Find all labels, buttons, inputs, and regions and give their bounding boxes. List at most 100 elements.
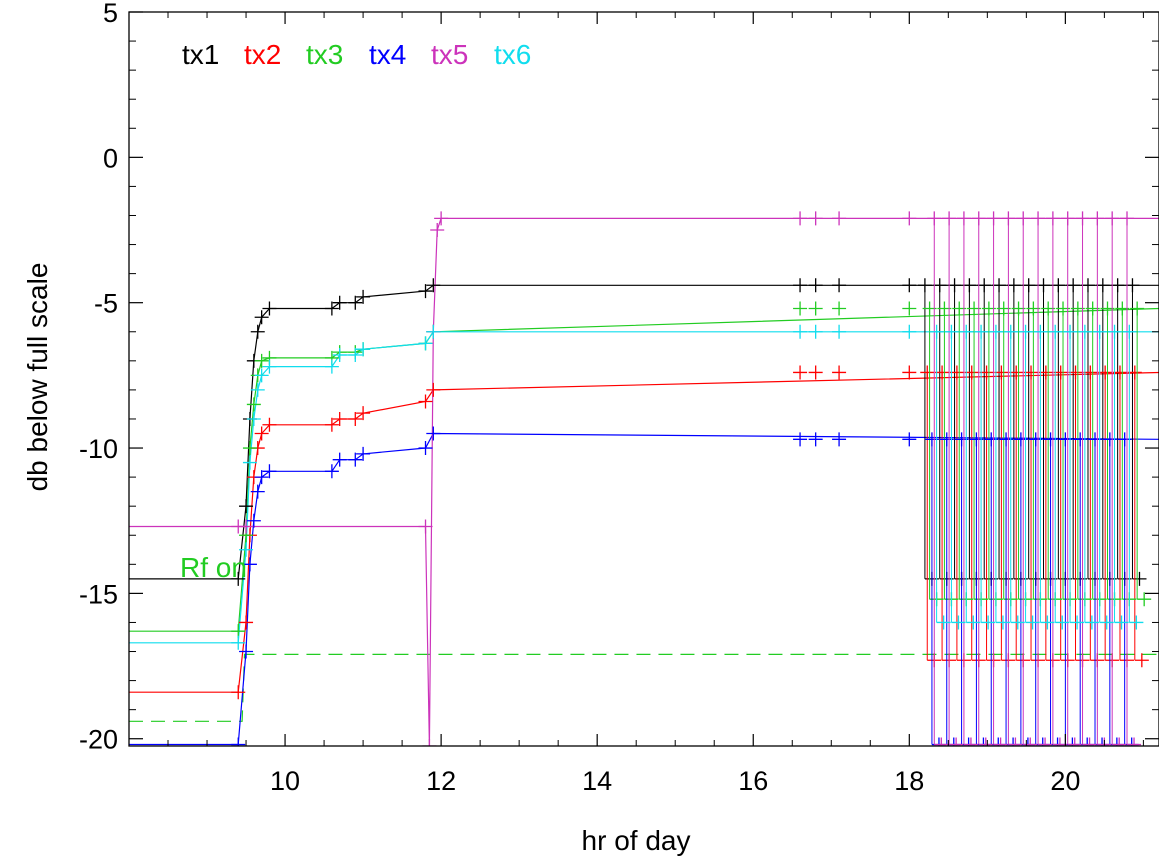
marker-tx2: [348, 411, 363, 426]
legend-entry-tx2: tx2: [244, 39, 281, 70]
marker-tx2: [262, 417, 277, 432]
cycle-marker-tx2: [1127, 365, 1142, 380]
marker-tx1: [426, 278, 441, 293]
x-tick-label: 16: [738, 766, 768, 796]
legend: tx1 tx2 tx3 tx4 tx5 tx6: [182, 39, 531, 70]
series-tx3: [129, 307, 1159, 632]
marker-tx2: [239, 615, 254, 630]
markers-tx6: [231, 324, 917, 650]
cycle-marker-tx2: [1112, 365, 1127, 380]
cycle-marker-tx5: [1090, 211, 1105, 226]
marker-tx4: [902, 432, 917, 447]
cycle-marker-tx1: [947, 278, 962, 293]
marker-tx2: [902, 365, 917, 380]
rf-on-line: [129, 653, 1159, 722]
cycle-marker-tx2: [1083, 365, 1098, 380]
marker-tx4: [808, 432, 823, 447]
cycle-marker-tx1: [962, 278, 977, 293]
cycle-marker-tx5: [942, 211, 957, 226]
cycle-marker-tx5: [1001, 211, 1016, 226]
cycle-marker-tx1: [932, 278, 947, 293]
cycle-marker-tx6: [974, 324, 989, 339]
marker-tx4: [242, 557, 257, 572]
series-tx5: [129, 217, 1159, 746]
cycle-marker-tx5: [1120, 211, 1135, 226]
cycle-marker-tx6: [1084, 615, 1099, 630]
marker-tx5: [418, 519, 433, 534]
marker-tx2: [808, 365, 823, 380]
cycle-marker-tx6: [1122, 324, 1137, 339]
marker-tx5: [793, 211, 808, 226]
cycle-marker-tx1: [1110, 278, 1125, 293]
cycle-marker-tx2: [1009, 365, 1024, 380]
cycle-marker-tx2: [1038, 365, 1053, 380]
cycle-marker-tx6: [1107, 324, 1122, 339]
marker-tx1: [262, 301, 277, 316]
cycle-marker-tx6: [959, 324, 974, 339]
marker-tx6: [793, 324, 808, 339]
series-line-tx4: [129, 432, 1159, 746]
cycle-marker-tx5: [927, 211, 942, 226]
cycle-marker-tx6: [1033, 324, 1048, 339]
series-layer: [129, 217, 1159, 746]
cycle-marker-tx5: [1038, 737, 1053, 746]
marker-tx3: [902, 301, 917, 316]
cycle-marker-tx5: [934, 737, 949, 746]
legend-entry-tx5: tx5: [431, 39, 468, 70]
legend-entry-tx4: tx4: [369, 39, 406, 70]
cycle-marker-tx5: [993, 737, 1008, 746]
cycle-marker-tx2: [935, 365, 950, 380]
cycle-marker-tx6: [1114, 615, 1129, 630]
marker-tx6: [426, 324, 441, 339]
cycle-marker-tx6: [981, 615, 996, 630]
x-tick-label: 20: [1050, 766, 1080, 796]
marker-tx3: [242, 441, 257, 456]
cycle-marker-tx6: [1092, 324, 1107, 339]
marker-tx1: [254, 310, 269, 325]
cycle-marker-tx1: [1021, 278, 1036, 293]
cycle-marker-tx2: [994, 365, 1009, 380]
cycle-marker-tx2: [920, 365, 935, 380]
plot-frame: [128, 11, 1159, 747]
marker-tx6: [246, 411, 261, 426]
marker-tx6: [239, 542, 254, 557]
markers-tx4: [231, 426, 917, 746]
marker-tx5: [422, 739, 437, 746]
cycle-marker-tx6: [951, 615, 966, 630]
marker-tx4: [324, 464, 339, 479]
marker-tx5: [808, 211, 823, 226]
marker-tx4: [348, 452, 363, 467]
cycle-marker-tx5: [1045, 211, 1060, 226]
cycle-marker-tx3: [1130, 301, 1145, 316]
marker-tx6: [324, 359, 339, 374]
y-tick-label: 0: [103, 143, 118, 173]
cycle-marker-tx1: [1006, 278, 1021, 293]
cycle-marker-tx5: [1023, 737, 1038, 746]
cycle-marker-tx6: [1025, 615, 1040, 630]
markers-layer: [231, 211, 1152, 746]
y-tick-label: -5: [94, 289, 118, 319]
cycle-marker-tx6: [1063, 324, 1078, 339]
cycle-marker-tx6: [988, 324, 1003, 339]
cycle-marker-tx6: [1070, 615, 1085, 630]
series-line-tx3: [129, 307, 1159, 632]
y-tick-label: -10: [79, 434, 118, 464]
annotation-rf-on: Rf on: [180, 552, 247, 583]
cycle-marker-tx6: [1018, 324, 1033, 339]
cycle-marker-tx5: [956, 211, 971, 226]
series-line-tx2: [129, 371, 1159, 693]
legend-entry-tx1: tx1: [182, 39, 219, 70]
marker-tx1: [418, 284, 433, 299]
cycle-marker-tx6: [929, 324, 944, 339]
markers-tx5: [231, 211, 917, 746]
marker-tx1: [250, 324, 265, 339]
marker-tx4: [418, 441, 433, 456]
series-line-tx5: [129, 217, 1159, 746]
marker-tx6: [262, 359, 277, 374]
cycle-marker-tx5: [1082, 737, 1097, 746]
cycle-marker-tx6: [966, 615, 981, 630]
cycle-marker-tx6: [1077, 324, 1092, 339]
marker-tx4: [254, 470, 269, 485]
cycle-marker-tx6: [1055, 615, 1070, 630]
